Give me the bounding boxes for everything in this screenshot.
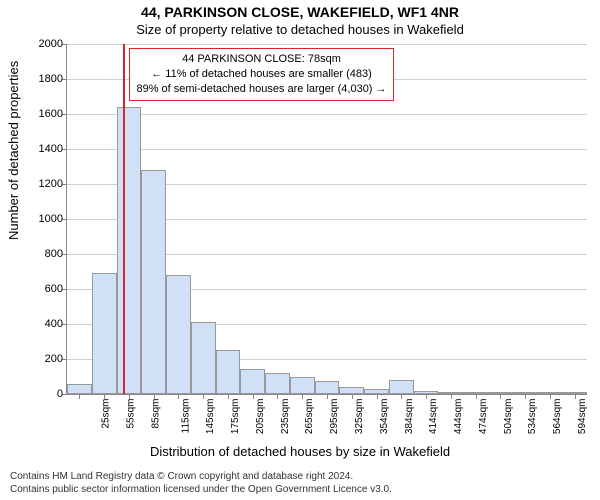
x-axis-label: Distribution of detached houses by size … <box>0 444 600 459</box>
y-tick-label: 0 <box>21 388 63 400</box>
histogram-bar <box>290 377 315 395</box>
info-box-line: 44 PARKINSON CLOSE: 78sqm <box>136 52 386 67</box>
page-subtitle: Size of property relative to detached ho… <box>0 22 600 37</box>
y-tick-label: 2000 <box>21 38 63 50</box>
footer-line: Contains public sector information licen… <box>10 484 392 497</box>
y-tick-label: 1400 <box>21 143 63 155</box>
histogram-bar <box>265 373 290 394</box>
histogram-bar <box>141 170 166 394</box>
x-tick-label: 504sqm <box>503 399 514 435</box>
x-tick-mark <box>401 394 402 399</box>
histogram-bar <box>240 369 265 394</box>
y-tick-label: 1200 <box>21 178 63 190</box>
histogram-bar <box>389 380 414 394</box>
x-tick-label: 354sqm <box>379 399 390 435</box>
x-tick-mark <box>228 394 229 399</box>
x-tick-label: 594sqm <box>577 399 588 435</box>
y-tick-label: 1600 <box>21 108 63 120</box>
x-tick-mark <box>79 394 80 399</box>
x-tick-mark <box>203 394 204 399</box>
info-box-line: 89% of semi-detached houses are larger (… <box>136 82 386 97</box>
page-title: 44, PARKINSON CLOSE, WAKEFIELD, WF1 4NR <box>0 4 600 20</box>
info-box: 44 PARKINSON CLOSE: 78sqm ← 11% of detac… <box>129 48 393 101</box>
x-tick-mark <box>154 394 155 399</box>
gridline <box>67 114 587 115</box>
x-tick-label: 205sqm <box>255 399 266 435</box>
x-tick-mark <box>104 394 105 399</box>
marker-line <box>123 44 125 394</box>
x-tick-mark <box>302 394 303 399</box>
y-axis-label: Number of detached properties <box>6 61 21 240</box>
x-tick-mark <box>178 394 179 399</box>
x-tick-label: 444sqm <box>453 399 464 435</box>
histogram-bar <box>191 322 216 394</box>
x-tick-mark <box>129 394 130 399</box>
gridline <box>67 44 587 45</box>
y-tick-label: 1000 <box>21 213 63 225</box>
x-tick-mark <box>277 394 278 399</box>
histogram-bar <box>339 387 364 394</box>
x-tick-label: 384sqm <box>404 399 415 435</box>
x-tick-label: 55sqm <box>126 399 137 429</box>
x-tick-label: 414sqm <box>428 399 439 435</box>
histogram-bar <box>166 275 191 394</box>
x-tick-label: 175sqm <box>230 399 241 435</box>
x-tick-mark <box>500 394 501 399</box>
histogram-bar <box>67 384 92 395</box>
x-tick-label: 85sqm <box>150 399 161 429</box>
gridline <box>67 149 587 150</box>
histogram-bar <box>216 350 241 394</box>
y-tick-label: 1800 <box>21 73 63 85</box>
x-tick-label: 115sqm <box>180 399 191 434</box>
x-tick-label: 295sqm <box>329 399 340 435</box>
x-tick-mark <box>327 394 328 399</box>
y-tick-label: 800 <box>21 248 63 260</box>
x-tick-mark <box>352 394 353 399</box>
histogram-bar <box>315 381 340 394</box>
histogram-bar <box>92 273 117 394</box>
x-tick-mark <box>253 394 254 399</box>
x-tick-label: 145sqm <box>206 399 217 435</box>
y-tick-label: 400 <box>21 318 63 330</box>
histogram-bar <box>117 107 142 394</box>
footer-line: Contains HM Land Registry data © Crown c… <box>10 471 392 484</box>
x-tick-mark <box>426 394 427 399</box>
x-tick-mark <box>377 394 378 399</box>
x-tick-label: 534sqm <box>527 399 538 435</box>
x-tick-mark <box>550 394 551 399</box>
y-tick-label: 600 <box>21 283 63 295</box>
x-tick-label: 265sqm <box>305 399 316 435</box>
x-tick-label: 235sqm <box>280 399 291 435</box>
x-tick-label: 564sqm <box>552 399 563 435</box>
plot-area: 020040060080010001200140016001800200025s… <box>66 44 587 395</box>
x-tick-mark <box>476 394 477 399</box>
x-tick-label: 325sqm <box>354 399 365 435</box>
y-tick-label: 200 <box>21 353 63 365</box>
x-tick-mark <box>575 394 576 399</box>
x-tick-label: 474sqm <box>478 399 489 435</box>
x-tick-mark <box>525 394 526 399</box>
footer-attribution: Contains HM Land Registry data © Crown c… <box>10 471 392 496</box>
x-tick-label: 25sqm <box>101 399 112 429</box>
info-box-line: ← 11% of detached houses are smaller (48… <box>136 67 386 82</box>
chart-container: 44, PARKINSON CLOSE, WAKEFIELD, WF1 4NR … <box>0 0 600 500</box>
x-tick-mark <box>451 394 452 399</box>
